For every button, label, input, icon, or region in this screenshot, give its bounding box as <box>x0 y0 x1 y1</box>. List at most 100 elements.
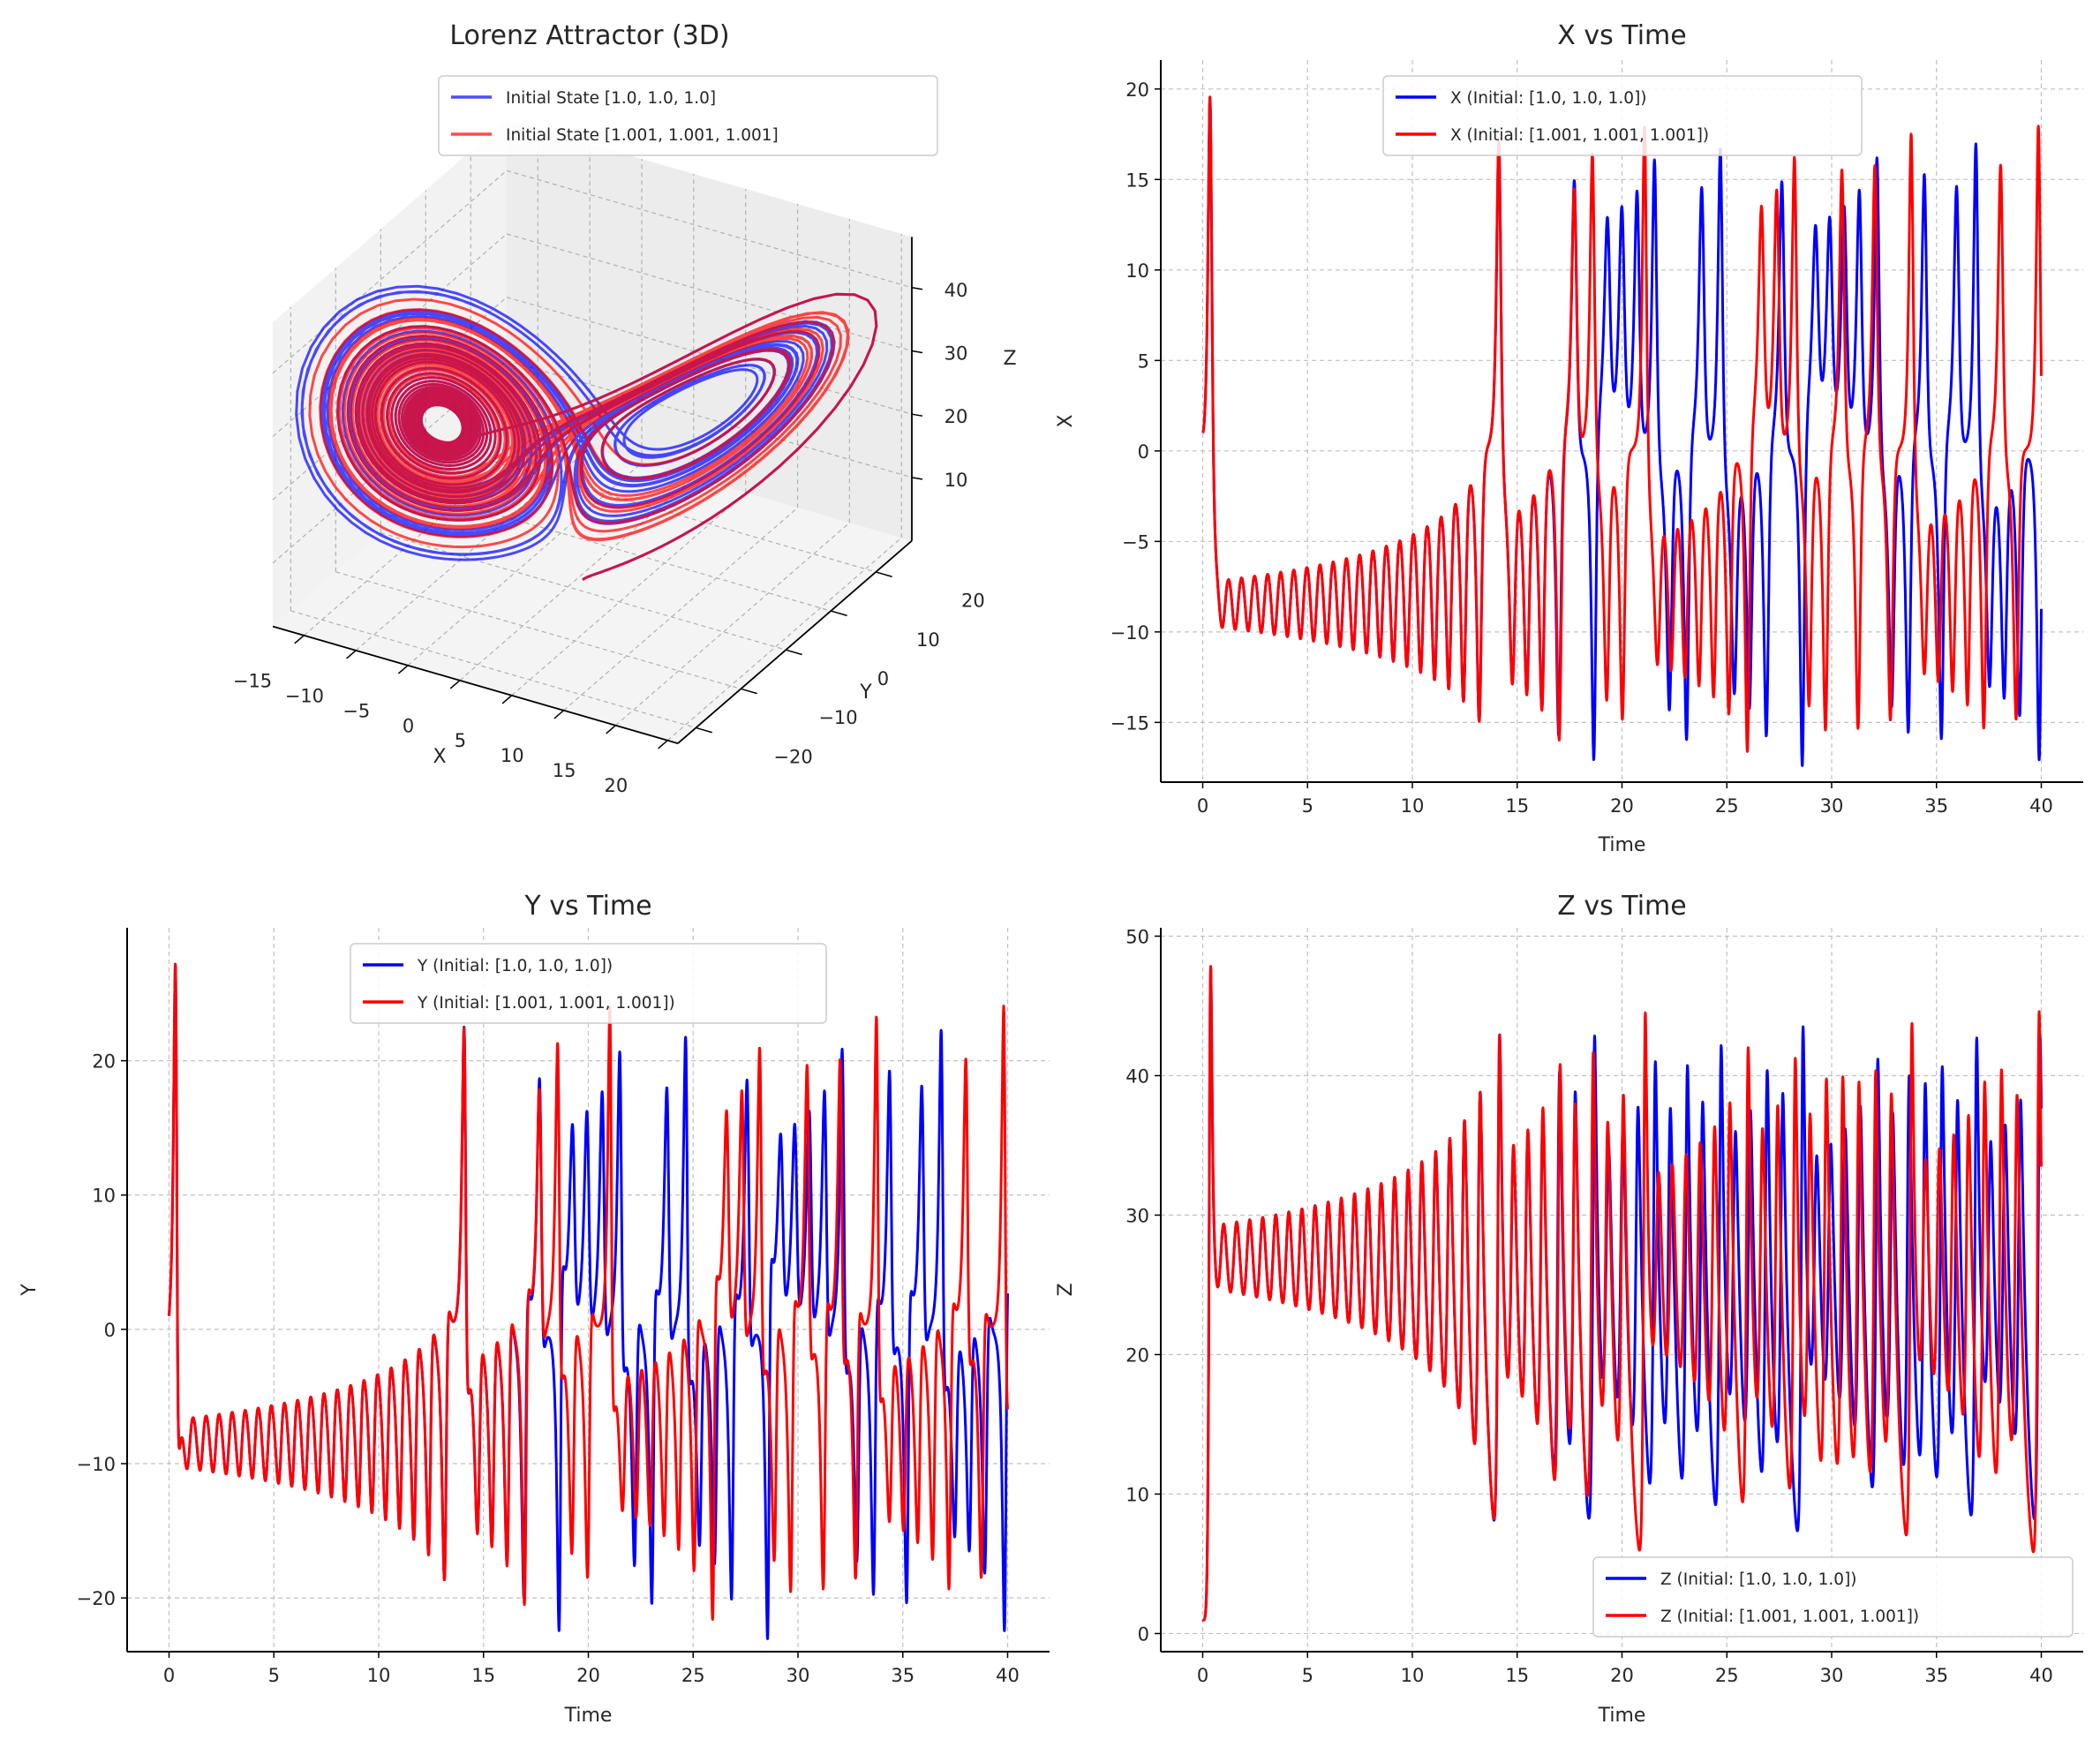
x-tick-mark <box>449 680 461 689</box>
x-tick-label: 40 <box>2029 1665 2053 1686</box>
grid-line <box>335 571 741 689</box>
y-tick-label: −10 <box>77 1454 116 1475</box>
x-tick-label: 5 <box>1302 1665 1313 1686</box>
x-axis-label: Time <box>1598 834 1646 856</box>
legend-label-0: Z (Initial: [1.0, 1.0, 1.0]) <box>1660 1570 1857 1589</box>
z-tick-label: 40 <box>945 280 968 301</box>
y-tick-label: 40 <box>1125 1066 1149 1087</box>
x-tick-label: 5 <box>268 1665 280 1686</box>
chart-title: Lorenz Attractor (3D) <box>449 20 729 51</box>
x-tick-label: 20 <box>576 1665 600 1686</box>
y-tick-label: 20 <box>1125 1344 1149 1366</box>
x-tick-label: −10 <box>285 685 324 706</box>
legend-frame <box>350 943 827 1024</box>
y-tick-mark <box>831 610 847 617</box>
chart-title: Z vs Time <box>1557 891 1686 922</box>
legend: Y (Initial: [1.0, 1.0, 1.0]) Y (Initial: … <box>350 943 827 1024</box>
x-tick-label: 15 <box>1505 1665 1529 1686</box>
x-tick-label: 35 <box>1924 1665 1948 1686</box>
y-tick-label: 0 <box>1138 441 1149 463</box>
y-tick-label: −15 <box>1110 712 1149 734</box>
y-tick-label: −5 <box>1122 531 1149 553</box>
x-tick-label: 35 <box>1924 795 1948 817</box>
x-tick-label: 20 <box>1610 795 1634 817</box>
x-tick-label: 10 <box>367 1665 391 1686</box>
y-tick-label: −20 <box>77 1588 116 1609</box>
panel-3d-attractor: −15 −10 −5 0 5 10 15 20 −20 −10 0 10 20 10 20 30 40 X Y Z Lo… <box>233 20 1017 796</box>
panel-y-vs-time: 0 5 10 15 20 25 30 35 40 −20 −10 0 10 20 Y vs Time Time… <box>19 891 1050 1727</box>
x-axis-line <box>272 625 679 744</box>
x-tick-label: 30 <box>787 1665 810 1686</box>
legend-frame <box>1592 1556 2074 1638</box>
grid-line <box>380 532 787 651</box>
y-axis-label: Y <box>859 681 872 704</box>
grid-line <box>425 493 832 612</box>
z-tick-label: 20 <box>945 406 968 427</box>
legend-label-0: Y (Initial: [1.0, 1.0, 1.0]) <box>417 957 613 975</box>
z-tick-label: 10 <box>945 470 968 491</box>
x-tick-label: 5 <box>1302 795 1313 817</box>
grid-line <box>272 169 508 374</box>
y-tick-label: 20 <box>1125 79 1149 101</box>
y-tick-label: 0 <box>104 1320 116 1341</box>
x-tick-mark <box>606 725 616 734</box>
x-tick-label: 25 <box>681 1665 705 1686</box>
x-tick-mark <box>294 635 305 644</box>
x-tick-label: 15 <box>1505 795 1529 817</box>
y-tick-mark <box>786 649 802 656</box>
chart-title: X vs Time <box>1557 20 1686 51</box>
y-tick-mark <box>876 571 892 577</box>
x-tick-label: 40 <box>2029 795 2053 817</box>
x-tick-label: 15 <box>553 760 576 781</box>
x-tick-mark <box>501 695 513 704</box>
x-tick-label: 5 <box>455 730 466 751</box>
x-tick-label: 30 <box>1820 1665 1844 1686</box>
x-tick-label: 0 <box>163 1665 175 1686</box>
x-tick-label: 10 <box>1401 1665 1425 1686</box>
x-tick-label: 10 <box>501 745 524 766</box>
y-tick-label: 10 <box>92 1186 116 1207</box>
x-tick-label: 30 <box>1820 795 1844 817</box>
y-tick-label: 15 <box>1125 169 1149 191</box>
series-line-1 <box>308 292 878 581</box>
legend: X (Initial: [1.0, 1.0, 1.0]) X (Initial: … <box>1382 75 1863 156</box>
x-tick-label: 10 <box>1401 795 1425 817</box>
legend-label-1: Y (Initial: [1.001, 1.001, 1.001]) <box>417 994 675 1013</box>
legend-frame <box>438 75 938 156</box>
y-tick-label: 5 <box>1138 350 1149 372</box>
legend-label-1: X (Initial: [1.001, 1.001, 1.001]) <box>1450 126 1709 145</box>
grid-line <box>290 610 696 729</box>
grid-line <box>666 537 902 742</box>
grid-line <box>506 233 913 352</box>
y-tick-label: 10 <box>1125 260 1149 282</box>
z-tick-mark <box>911 413 923 417</box>
x-axis-label: X <box>433 746 446 768</box>
grid-line <box>470 454 877 573</box>
y-tick-label: −20 <box>773 746 812 767</box>
z-tick-mark <box>911 477 923 480</box>
grid-line <box>506 169 913 289</box>
chart-title: Y vs Time <box>523 891 651 922</box>
grid-line <box>563 507 798 712</box>
y-tick-label: 50 <box>1125 926 1149 947</box>
x-tick-label: 35 <box>891 1665 915 1686</box>
z-tick-label: 30 <box>945 343 968 364</box>
y-tick-mark <box>696 727 712 734</box>
x-tick-label: 20 <box>1610 1665 1634 1686</box>
x-axis-label: Time <box>1598 1705 1646 1727</box>
y-axis-label: Y <box>19 1284 41 1297</box>
grid-line <box>511 492 747 697</box>
y-tick-label: 0 <box>877 668 889 689</box>
grid-line <box>614 522 850 727</box>
x-tick-label: 25 <box>1715 1665 1739 1686</box>
y-tick-label: 10 <box>916 629 940 651</box>
x-tick-label: 0 <box>403 715 414 736</box>
legend-label-1: Initial State [1.001, 1.001, 1.001] <box>506 126 779 145</box>
y-axis-label: X <box>1055 414 1077 427</box>
y-tick-label: 0 <box>1138 1623 1149 1645</box>
y-tick-label: 20 <box>961 591 985 612</box>
y-tick-mark <box>741 688 757 695</box>
legend: Initial State [1.0, 1.0, 1.0] Initial Sta… <box>438 75 938 156</box>
panel-x-vs-time: 0 5 10 15 20 25 30 35 40 −15 −10 −5 0 5 10 15 20 X vs Tim… <box>1055 20 2083 856</box>
